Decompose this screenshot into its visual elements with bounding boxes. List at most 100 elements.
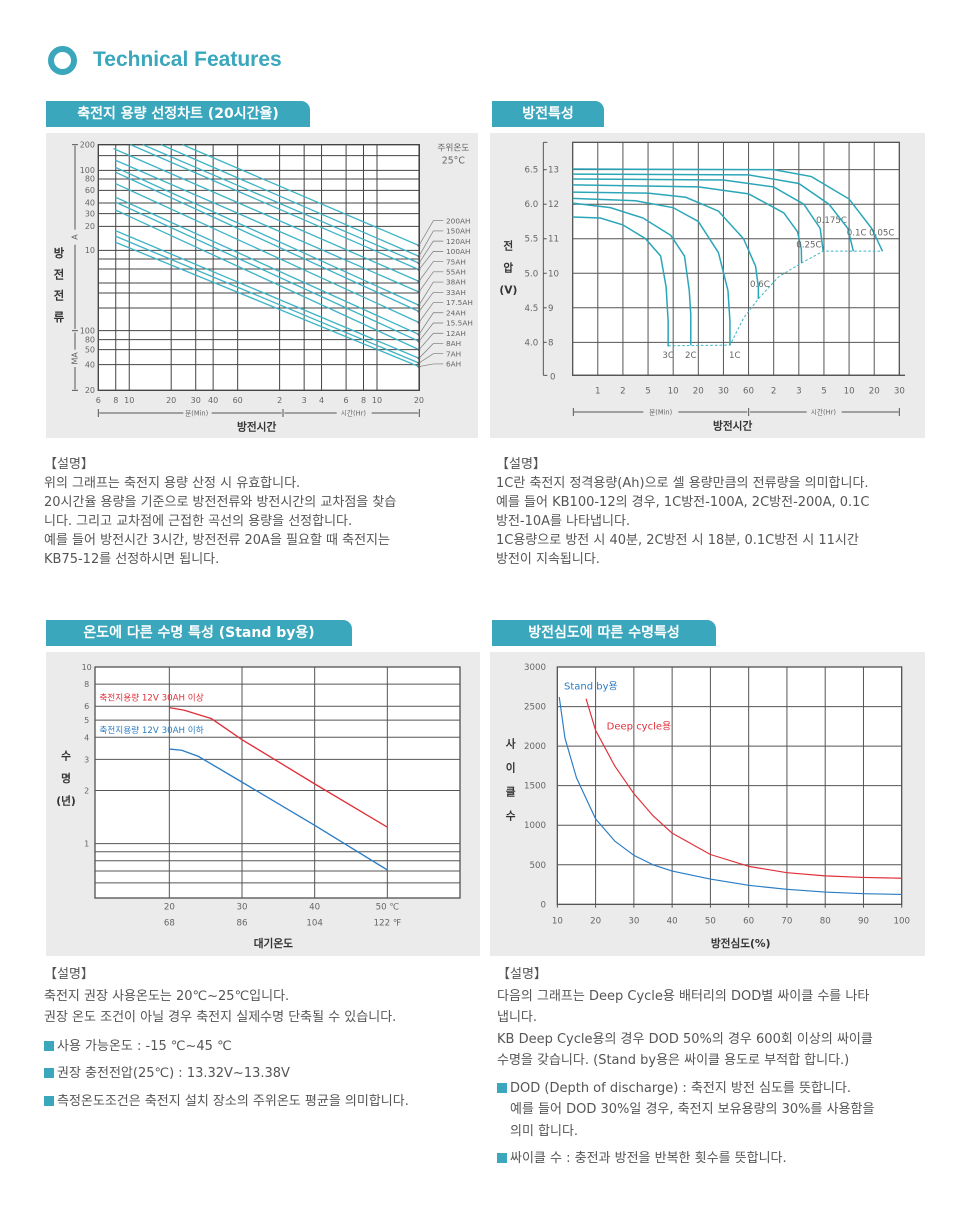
y-tick-label-battery: 11 — [548, 235, 559, 245]
capacity-line-24AH — [115, 196, 420, 336]
hr-range-label: 시간(Hr) — [811, 407, 837, 416]
line-endpoint — [417, 310, 421, 313]
x-tick-label-fahrenheit: 86 — [236, 919, 247, 929]
square-bullet-icon — [44, 1095, 54, 1106]
x-tick-label: 5 — [645, 387, 651, 397]
y-axis-title: 클 — [506, 786, 516, 799]
hr-range-label: 시간(Hr) — [341, 409, 367, 418]
curve-label: 0.6C — [750, 280, 770, 290]
description-heading: 【설명】 — [44, 967, 94, 982]
x-tick-label-fahrenheit: 122 ℉ — [374, 919, 402, 929]
x-tick-label: 30 — [191, 396, 201, 405]
dod-description: 【설명】 다음의 그래프는 Deep Cycle용 배터리의 DOD별 싸이클 … — [497, 964, 874, 1170]
y-axis-title: 명 — [61, 772, 71, 785]
min-range-label: 분(Min) — [649, 408, 673, 416]
temperature-description: 【설명】 축전지 권장 사용온도는 20℃~25℃입니다. 권장 온도 조건이 … — [44, 964, 409, 1112]
capacity-line-15.5AH — [115, 201, 420, 342]
label-leader — [418, 230, 444, 257]
plot-border — [94, 666, 461, 899]
bullet-text: DOD (Depth of discharge) : 축전지 방전 심도를 뜻합… — [510, 1080, 851, 1096]
capacity-line-12AH — [115, 209, 420, 351]
curve-label: 1C — [729, 351, 741, 361]
bullet-text: 사용 가능온도 : -15 ℃~45 ℃ — [57, 1038, 232, 1054]
x-tick-label: 20 — [693, 387, 704, 397]
description-line: 1C란 축전지 정격용량(Ah)으로 셀 용량만큼의 전류량을 의미합니다. — [496, 476, 869, 491]
capacity-description: 【설명】 위의 그래프는 축전지 용량 산정 시 유효합니다. 20시간율 용량… — [44, 455, 396, 569]
y-tick-label: 1500 — [524, 782, 546, 792]
curve-label: 0.05C — [869, 228, 894, 238]
discharge-curve-0.05C — [572, 168, 884, 252]
description-line: 예를 들어 방전시간 3시간, 방전전류 20A을 필요할 때 축전지는 — [44, 533, 390, 548]
cycle-curve-1 — [585, 698, 902, 879]
y-axis-title: 수 — [506, 810, 516, 823]
series-label: 12AH — [446, 329, 466, 338]
discharge-curve-0.25C — [572, 184, 803, 263]
section-title-dod-life: 방전심도에 따른 수명특성 — [492, 620, 716, 646]
label-leader — [418, 220, 444, 246]
y-tick-label: 500 — [529, 861, 546, 871]
description-line: 냅니다. — [497, 1010, 538, 1025]
line-endpoint — [417, 290, 421, 294]
x-tick-label: 2 — [277, 396, 282, 405]
y-axis-title: 전 — [503, 240, 513, 253]
end-voltage-dashed-line — [668, 250, 883, 347]
bullet-text: 측정온도조건은 축전지 설치 장소의 주위온도 평균을 의미합니다. — [57, 1093, 409, 1109]
series-label: 축전지용량 12V 30AH 이하 — [99, 724, 203, 736]
discharge-characteristics-chart: 1 2 5 10 20 30 60 2 3 5 10 20 306.5 136.0 125.5 115.0 10… — [499, 141, 905, 433]
description-line: KB75-12를 선정하시면 됩니다. — [44, 552, 220, 567]
x-tick-label: 60 — [743, 917, 754, 927]
y-tick-label-cell: 4.0 — [525, 338, 539, 348]
description-line: 수명을 갖습니다. (Stand by용은 싸이클 용도로 부적합 합니다.) — [497, 1053, 850, 1068]
y-tick-label-battery: 13 — [548, 166, 559, 176]
x-tick-label-fahrenheit: 68 — [164, 919, 175, 929]
ambient-temp-label: 주위온도 — [437, 142, 469, 153]
plot-area — [572, 142, 900, 376]
x-tick-label-fahrenheit: 104 — [306, 919, 323, 929]
x-tick-label: 10 — [844, 387, 855, 397]
y-tick-label: 6 — [84, 702, 89, 711]
plot-area — [95, 667, 460, 898]
x-axis-title: 방전심도(%) — [711, 937, 771, 950]
line-endpoint — [417, 365, 421, 368]
label-leader — [418, 302, 444, 323]
bullet-text: 싸이클 수 : 충전과 방전을 반복한 횟수를 뜻합니다. — [510, 1151, 787, 1166]
a-unit-label: A — [71, 234, 80, 240]
y-tick-label-battery: 10 — [548, 269, 559, 279]
bullet-item: 사용 가능온도 : -15 ℃~45 ℃ — [44, 1036, 409, 1058]
description-line: 20시간율 용량을 기준으로 방전전류와 방전시간의 교차점을 찾습 — [44, 495, 397, 510]
discharge-curve-0.1C — [572, 173, 855, 252]
bullet-item: DOD (Depth of discharge) : 축전지 방전 심도를 뜻합… — [497, 1078, 874, 1143]
y-tick-label: 100 — [80, 326, 95, 335]
capacity-line-200AH — [182, 144, 420, 247]
y-tick-label: 3000 — [524, 663, 546, 673]
label-leader — [418, 312, 444, 335]
discharge-curve-0.175C — [572, 178, 824, 252]
label-leader — [418, 343, 444, 359]
x-tick-label: 3 — [302, 396, 307, 405]
y-axis-title: 사 — [506, 738, 516, 751]
y-tick-label: 1 — [84, 840, 89, 849]
series-label: 15.5AH — [446, 319, 473, 328]
label-leader — [418, 291, 444, 312]
cycle-curve-0 — [558, 697, 902, 896]
discharge-curve-0.6C — [572, 191, 760, 299]
x-tick-label: 30 — [718, 387, 729, 397]
capacity-line-17.5AH — [115, 183, 420, 324]
capacity-line-100AH — [130, 144, 420, 271]
description-line: 권장 온도 조건이 아닐 경우 축전지 실제수명 단축될 수 있습니다. — [44, 1010, 397, 1025]
series-label: 75AH — [446, 257, 466, 266]
y-tick-label-battery: 12 — [548, 200, 559, 210]
bullet-item: 측정온도조건은 축전지 설치 장소의 주위온도 평균을 의미합니다. — [44, 1091, 409, 1113]
line-endpoint — [417, 280, 421, 283]
capacity-line-8AH — [115, 230, 420, 359]
series-label: 38AH — [446, 278, 466, 287]
x-tick-label: 100 — [893, 917, 910, 927]
x-tick-label: 20 — [869, 387, 880, 397]
y-tick-label-cell: 5.0 — [525, 269, 539, 279]
bullet-item: 권장 충전전압(25℃) : 13.32V~13.38V — [44, 1063, 409, 1085]
x-tick-label: 20 — [414, 396, 424, 405]
y-zero-label: 0 — [550, 373, 556, 383]
plot-border — [97, 144, 420, 391]
ambient-temp-value: 25°C — [442, 156, 465, 167]
capacity-line-150AH — [160, 144, 420, 257]
